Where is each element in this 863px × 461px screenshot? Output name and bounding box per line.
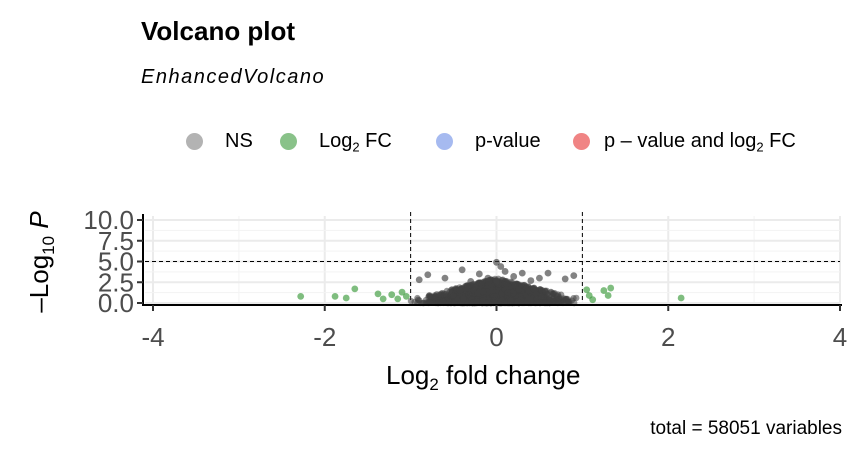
x-axis-label: Log2 fold change [386,360,581,394]
log2fc-point [374,290,382,298]
ns-point [518,269,526,277]
legend-label-log2fc: Log2 FC [319,130,392,155]
ns-point [515,286,522,293]
ns-point [493,278,500,285]
y-tick-label: 7.5 [98,226,134,256]
ns-point [533,295,541,303]
log2fc-point [351,285,359,293]
log2fc-point [604,292,612,299]
legend-label-ns: NS [225,130,253,152]
ns-point [514,298,522,306]
ns-point [570,272,578,280]
legend-swatch-log2fc [280,133,297,150]
ns-point [561,275,569,283]
ns-point [527,277,535,284]
ns-point [493,258,500,266]
legend-label-pvalue-and-log2fc: p – value and log2 FC [604,130,796,155]
ns-point [491,297,498,304]
legend-item-pvalue-and-log2fc: p – value and log2 FC [573,130,796,155]
log2fc-point [600,287,608,294]
ns-point [439,298,447,305]
ns-point [510,289,517,297]
ns-point [441,274,449,282]
ns-point [456,287,464,294]
ns-point [450,292,457,299]
ns-point [501,268,509,275]
x-tick-label: 0 [489,322,503,352]
log2fc-point [342,294,350,302]
ns-point [428,293,436,300]
x-tick-label: 2 [661,322,675,352]
ns-point [484,274,492,282]
ns-point [504,289,512,296]
legend-swatch-pvalue [436,133,453,150]
log2fc-point [402,292,410,300]
x-tick-label: -4 [141,322,164,352]
ns-point [424,271,432,279]
ns-point [544,269,552,277]
y-axis-label: –Log10 P [24,211,58,313]
ns-point [507,297,514,304]
ns-point [407,297,415,305]
ns-point [530,285,537,293]
ns-point [524,298,531,305]
ns-point [467,278,475,285]
y-tick-label: 2.5 [98,267,134,297]
y-tick-label: 5.0 [98,247,134,277]
ns-point [525,287,532,295]
ns-point [497,263,505,270]
log2fc-point [607,284,615,292]
ns-point [510,273,518,280]
axes: -4 -2 0 2 4 0.02.55.07.510.0 [83,205,847,352]
ns-point [415,276,423,284]
x-tick-label: 4 [833,322,847,352]
y-tick-label: 10.0 [83,205,134,235]
log2fc-point [677,294,685,302]
ns-point [426,299,434,306]
log2fc-point [583,286,591,294]
legend-item-ns: NS [186,130,253,153]
ns-point [473,298,480,305]
legend-swatch-ns [186,133,203,150]
log2fc-point [297,292,305,300]
ns-point [489,287,496,294]
legend-swatch-pvalue-and-log2fc [573,133,590,150]
log2fc-point [394,295,402,303]
ns-point [503,281,510,288]
ns-point [475,270,483,278]
ns-point [536,274,543,282]
x-tick-label: -2 [313,322,336,352]
ns-point [458,266,466,274]
ns-point [553,295,561,303]
svg-text:–Log10 P: –Log10 P [24,211,58,313]
ns-point [478,281,486,288]
ns-point [541,287,549,295]
cutoff-lines [145,212,840,303]
data-points [297,258,685,304]
ns-point [433,291,440,298]
chart-title: Volcano plot [141,16,296,46]
chart-subtitle: EnhancedVolcano [141,66,326,88]
ns-point [460,295,467,302]
log2fc-point [589,296,597,304]
caption: total = 58051 variables [650,418,842,439]
log2fc-point [331,292,339,300]
log2fc-point [388,291,396,299]
legend-item-pvalue: p-value [436,130,541,153]
log2fc-point [379,295,387,303]
y-tick-label: 0.0 [98,288,134,318]
log2fc-point [398,288,406,296]
ns-point [547,288,555,296]
ns-point [474,289,482,297]
ns-point [480,288,487,295]
legend-item-log2fc: Log2 FC [280,130,392,155]
legend-label-pvalue: p-value [475,130,541,152]
